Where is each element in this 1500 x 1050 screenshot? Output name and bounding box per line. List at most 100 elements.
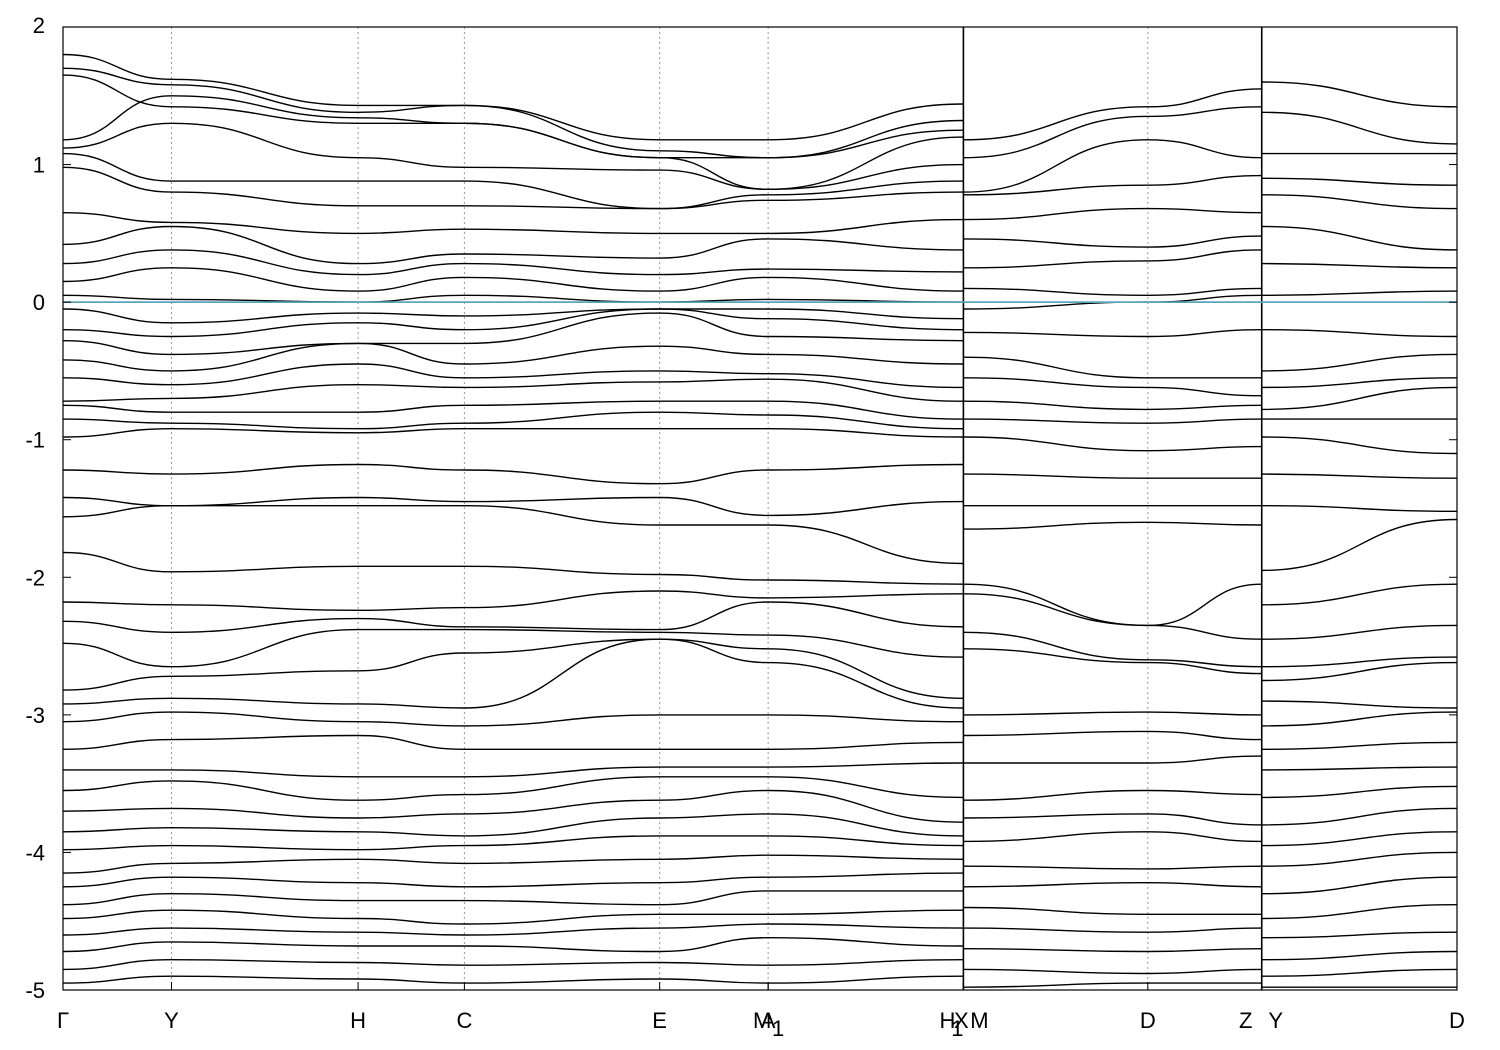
band-line-13 [62,308,964,338]
band-line-67 [963,711,1262,716]
y-tick-label: 0 [33,290,45,315]
band-line-25 [62,590,964,612]
band-line-59 [963,436,1262,452]
band-line-94 [1261,473,1458,479]
band-line-36 [62,835,964,851]
band-line-24 [62,551,964,585]
band-line-19 [62,411,964,430]
band-line-98 [1261,624,1458,640]
x-tick-label: X [954,1008,969,1033]
band-line-95 [1261,505,1458,512]
y-axis: 2 1 0 -1 -2 -3 -4 -5 [25,13,1457,1003]
x-tick-label: H [350,1008,366,1033]
band-line-110 [1261,904,1458,920]
band-line-87 [1261,290,1458,296]
band-line-48 [963,174,1262,196]
band-line-96 [1261,518,1458,572]
x-tick-label: Y [164,1008,179,1033]
band-line-65 [963,631,1262,668]
band-line-7 [62,212,964,235]
band-line-43 [62,958,964,971]
band-line-4 [62,122,964,191]
band-line-9 [62,249,964,276]
band-line-73 [963,865,1262,870]
band-line-31 [62,734,964,751]
y-tick-label: -5 [25,978,45,1003]
x-tick-label: C [456,1008,472,1033]
band-line-8 [62,225,964,265]
band-line-12 [62,308,964,324]
band-line-64 [963,593,1262,640]
gridlines [170,27,1263,990]
band-line-75 [963,906,1262,916]
band-line-32 [63,762,964,778]
band-line-16 [62,363,964,389]
band-line-56 [963,377,1262,397]
x-axis: Γ Y H C E MA1 H1X M D Z Y D [57,982,1465,1041]
band-line-2 [62,74,964,159]
band-line-50 [963,235,1262,248]
band-line-84 [1261,194,1458,210]
band-line-52 [963,287,1262,297]
band-line-18 [62,400,964,420]
band-line-72 [963,831,1262,843]
x-tick-label: 1 [772,1016,784,1041]
band-line-63 [963,583,1262,627]
band-line-45 [963,88,1262,141]
band-line-93 [1261,436,1458,455]
band-line-1 [62,67,964,159]
x-tick-label: A [761,1008,776,1033]
band-line-34 [62,789,964,823]
band-line-109 [1261,876,1458,895]
band-line-90 [1261,377,1458,389]
band-line-71 [963,813,1262,826]
band-line-99 [1261,656,1458,668]
band-line-38 [62,872,964,888]
band-line-47 [963,139,1262,193]
x-tick-label: M [753,1008,771,1033]
band-line-83 [1261,177,1458,186]
band-line-89 [1261,353,1458,372]
band-line-76 [963,927,1262,933]
band-line-39 [62,890,964,906]
band-line-60 [963,473,1262,479]
band-line-101 [1261,700,1458,709]
band-line-102 [1261,711,1458,727]
y-tick-label: -3 [25,703,45,728]
band-line-70 [963,789,1262,801]
band-line-103 [1261,741,1458,750]
band-line-10 [62,267,964,292]
band-line-51 [963,249,1262,269]
x-tick-label: 1 [951,1016,963,1041]
x-tick-label: M [970,1008,988,1033]
band-line-104 [1261,766,1458,771]
band-line-100 [1261,661,1458,682]
band-line-27 [62,628,964,668]
x-tick-label: Y [1268,1008,1283,1033]
y-tick-label: -1 [25,428,45,453]
y-tick-label: -2 [25,565,45,590]
band-line-42 [62,936,964,953]
band-line-26 [62,601,964,634]
band-line-111 [1261,931,1458,939]
band-line-91 [1261,386,1458,411]
y-tick-label: -4 [25,840,45,865]
band-line-112 [1261,950,1458,961]
x-tick-label: H [939,1008,955,1033]
band-line-23 [62,504,964,565]
band-line-14 [62,312,964,356]
band-line-54 [963,329,1262,338]
band-line-68 [963,730,1262,741]
y-tick-label: 2 [33,13,45,38]
x-tick-label: Z [1239,1008,1252,1033]
band-line-22 [62,496,964,517]
band-line-6 [62,166,964,210]
plot-border [62,26,1458,991]
band-line-30 [62,711,964,727]
band-line-35 [62,813,964,837]
band-line-46 [963,106,1262,159]
band-line-33 [62,776,964,801]
x-tick-label: E [652,1008,667,1033]
band-line-57 [963,400,1262,411]
